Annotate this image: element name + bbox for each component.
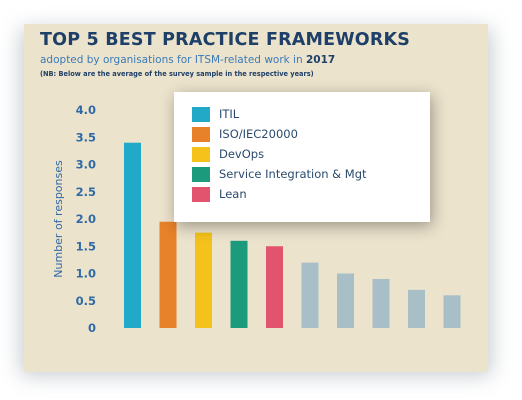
y-tick-label: 3.5	[76, 130, 96, 144]
y-tick-label: 0	[88, 321, 96, 335]
legend-item: DevOps	[192, 144, 430, 164]
legend-item: ITIL	[192, 104, 430, 124]
y-tick-label: 2.0	[76, 212, 96, 226]
legend-swatch	[192, 166, 210, 182]
chart-subtitle: adopted by organisations for ITSM-relate…	[40, 54, 335, 66]
y-tick-label: 3.0	[76, 158, 96, 172]
legend-label: DevOps	[219, 147, 265, 161]
bar-8	[372, 278, 390, 328]
y-axis-label: Number of responses	[52, 160, 65, 278]
legend-label: ISO/IEC20000	[219, 127, 298, 141]
bar-6	[301, 262, 319, 328]
legend-swatch	[192, 106, 210, 122]
legend-swatch	[192, 126, 210, 142]
bar-9	[408, 289, 425, 328]
chart-legend: ITIL ISO/IEC20000 DevOps Service Integratio…	[174, 92, 430, 222]
legend-swatch	[192, 186, 210, 202]
bar-1	[124, 142, 141, 328]
legend-label: Service Integration & Mgt	[219, 167, 367, 181]
chart-note: (NB: Below are the average of the survey…	[40, 70, 314, 78]
bar-5	[266, 246, 283, 328]
legend-item: Lean	[192, 184, 430, 204]
legend-label: ITIL	[219, 107, 240, 121]
legend-item: ISO/IEC20000	[192, 124, 430, 144]
y-tick-label: 0.5	[76, 294, 96, 308]
bar-3	[195, 232, 212, 328]
subtitle-text: adopted by organisations for ITSM-relate…	[40, 54, 306, 66]
y-tick-label: 2.5	[76, 185, 96, 199]
y-tick-label: 4.0	[76, 103, 96, 117]
chart-title: TOP 5 BEST PRACTICE FRAMEWORKS	[40, 30, 411, 50]
bar-10	[443, 295, 461, 328]
legend-swatch	[192, 146, 210, 162]
bar-4	[230, 240, 248, 328]
legend-item: Service Integration & Mgt	[192, 164, 430, 184]
bar-7	[337, 273, 354, 328]
subtitle-year: 2017	[305, 54, 336, 66]
y-tick-label: 1.0	[76, 267, 96, 281]
legend-label: Lean	[219, 187, 247, 201]
y-tick-label: 1.5	[76, 239, 96, 253]
bar-2	[159, 221, 177, 328]
